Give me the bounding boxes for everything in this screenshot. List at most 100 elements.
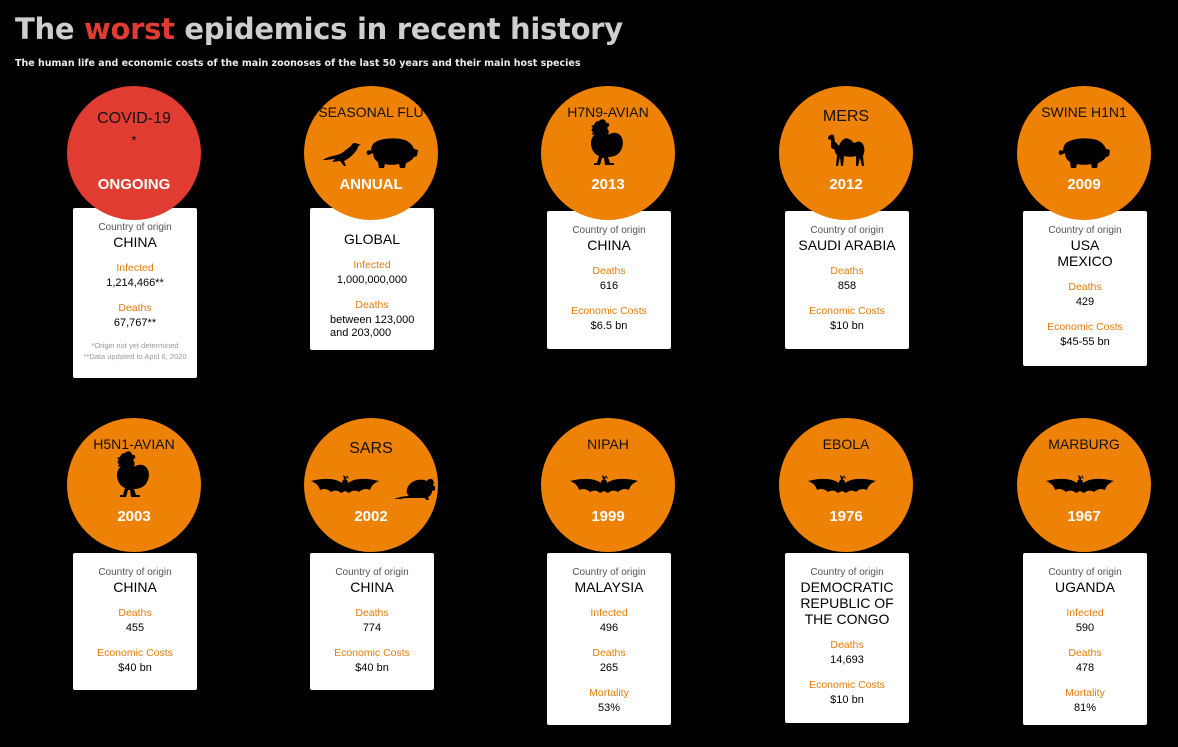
origin-country: USA MEXICO — [1057, 237, 1113, 269]
stat-label: Mortality — [589, 687, 629, 699]
stat-value: 478 — [1075, 662, 1095, 674]
page-title: The worst epidemics in recent history — [15, 12, 623, 46]
stat-label: Infected — [116, 262, 154, 274]
stat-value: 774 — [362, 622, 382, 634]
stat-value: 455 — [125, 622, 145, 634]
stat-label: Deaths — [592, 265, 626, 277]
epidemic-card: Country of origin CHINA Deaths 616 Economic … — [547, 211, 671, 349]
origin-label: Country of origin — [810, 225, 884, 236]
epidemic-circle: SARS 2002 — [304, 418, 438, 552]
origin-country: CHINA — [587, 237, 631, 253]
epidemic-year: 2002 — [354, 508, 388, 525]
epidemic-year: 1976 — [829, 508, 863, 525]
stat-label: Deaths — [1068, 281, 1102, 293]
origin-label: Country of origin — [572, 225, 646, 236]
stat-label: Economic Costs — [97, 647, 173, 659]
stat-value: $6.5 bn — [590, 320, 628, 332]
epidemic-card: Country of origin DEMOCRATIC REPUBLIC OF … — [785, 553, 909, 723]
stat-value: 1,000,000,000 — [336, 274, 408, 286]
stat-label: Deaths — [355, 299, 389, 311]
stat-label: Deaths — [118, 607, 152, 619]
stat-value: $10 bn — [830, 320, 864, 332]
rooster-icon — [112, 448, 156, 500]
epidemic-circle: H5N1-AVIAN 2003 — [67, 418, 201, 552]
epidemic-card: Country of origin CHINA Deaths 774 Economic … — [310, 553, 434, 690]
epidemic-name: MARBURG — [1048, 436, 1120, 452]
stat-label: Deaths — [830, 639, 864, 651]
bat-icon — [804, 474, 888, 500]
stat-label: Infected — [1066, 607, 1104, 619]
epidemic-circle: SWINE H1N1 2009 — [1017, 86, 1151, 220]
epidemic-circle: MERS 2012 — [779, 86, 913, 220]
stat-value: 53% — [597, 702, 621, 714]
camel-icon — [823, 128, 869, 168]
epidemic-card: Country of origin MALAYSIA Infected 496 Deat… — [547, 553, 671, 725]
epidemic-name: H5N1-AVIAN — [93, 436, 175, 452]
epidemic-year: 2012 — [829, 176, 863, 193]
origin-label: Country of origin — [1048, 225, 1122, 236]
pigeon-icon — [322, 140, 362, 168]
stat-label: Mortality — [1065, 687, 1105, 699]
stat-label: Infected — [590, 607, 628, 619]
stat-value: 67,767** — [113, 317, 157, 329]
origin-label: Country of origin — [1048, 567, 1122, 578]
epidemic-circle: COVID-19 * ONGOING — [67, 86, 201, 220]
bat-icon — [307, 474, 391, 500]
stat-label: Deaths — [592, 647, 626, 659]
epidemic-name: EBOLA — [822, 436, 870, 452]
epidemic-year: 2009 — [1067, 176, 1101, 193]
origin-label: Country of origin — [98, 222, 172, 233]
stat-value: 616 — [599, 280, 619, 292]
epidemic-name: NIPAH — [587, 436, 629, 452]
stat-value: 14,693 — [830, 654, 864, 666]
stat-value: $45-55 bn — [1060, 336, 1110, 348]
epidemic-card: Country of origin CHINA Infected 1,214,466*… — [73, 208, 197, 378]
stat-label: Deaths — [1068, 647, 1102, 659]
origin-country: CHINA — [350, 579, 394, 595]
rooster-icon — [586, 116, 630, 168]
epidemic-circle: H7N9-AVIAN 2013 — [541, 86, 675, 220]
epidemic-name: SARS — [349, 440, 393, 457]
origin-label: Country of origin — [810, 567, 884, 578]
stat-value: 429 — [1075, 296, 1095, 308]
stat-value: 858 — [837, 280, 857, 292]
epidemic-card: Country of origin UGANDA Infected 590 Deaths… — [1023, 553, 1147, 725]
epidemic-circle: SEASONAL FLU ANNUAL — [304, 86, 438, 220]
stat-label: Infected — [353, 259, 391, 271]
stat-label: Deaths — [830, 265, 864, 277]
pig-icon — [1056, 134, 1112, 168]
stat-label: Economic Costs — [571, 305, 647, 317]
origin-country: SAUDI ARABIA — [798, 237, 896, 253]
pig-icon — [364, 134, 420, 168]
stat-label: Economic Costs — [809, 305, 885, 317]
stat-value: 81% — [1073, 702, 1097, 714]
epidemic-circle: NIPAH 1999 — [541, 418, 675, 552]
footnote: **Data updated to April 6, 2020 — [83, 352, 187, 361]
stat-value: $10 bn — [830, 694, 864, 706]
origin-country: GLOBAL — [343, 231, 401, 247]
epidemic-year: ANNUAL — [339, 176, 403, 193]
stat-value: 265 — [599, 662, 619, 674]
bat-icon — [566, 474, 650, 500]
rat-icon — [393, 474, 435, 500]
origin-country: UGANDA — [1055, 579, 1115, 595]
origin-label: Country of origin — [335, 567, 409, 578]
stat-value: 1,214,466** — [106, 277, 164, 289]
stat-label: Economic Costs — [809, 679, 885, 691]
epidemic-name: SWINE H1N1 — [1041, 104, 1127, 120]
epidemic-card: Country of origin USA MEXICO Deaths 429 Econ… — [1023, 211, 1147, 366]
epidemic-name: SEASONAL FLU — [318, 104, 424, 120]
epidemic-name: MERS — [822, 108, 870, 125]
epidemic-year: 1967 — [1067, 508, 1101, 525]
origin-footnote-mark: * — [131, 132, 137, 148]
origin-country: MALAYSIA — [574, 579, 644, 595]
footnote: *Origin not yet determined — [91, 341, 179, 350]
epidemic-card: Country of origin SAUDI ARABIA Deaths 858 Ec… — [785, 211, 909, 349]
epidemic-name: COVID-19 — [97, 110, 171, 127]
stat-label: Economic Costs — [1047, 321, 1123, 333]
bat-icon — [1042, 474, 1126, 500]
epidemic-card: Country of origin CHINA Deaths 455 Economic … — [73, 553, 197, 690]
origin-label: Country of origin — [98, 567, 172, 578]
epidemic-circle: EBOLA 1976 — [779, 418, 913, 552]
stat-value: 590 — [1075, 622, 1095, 634]
